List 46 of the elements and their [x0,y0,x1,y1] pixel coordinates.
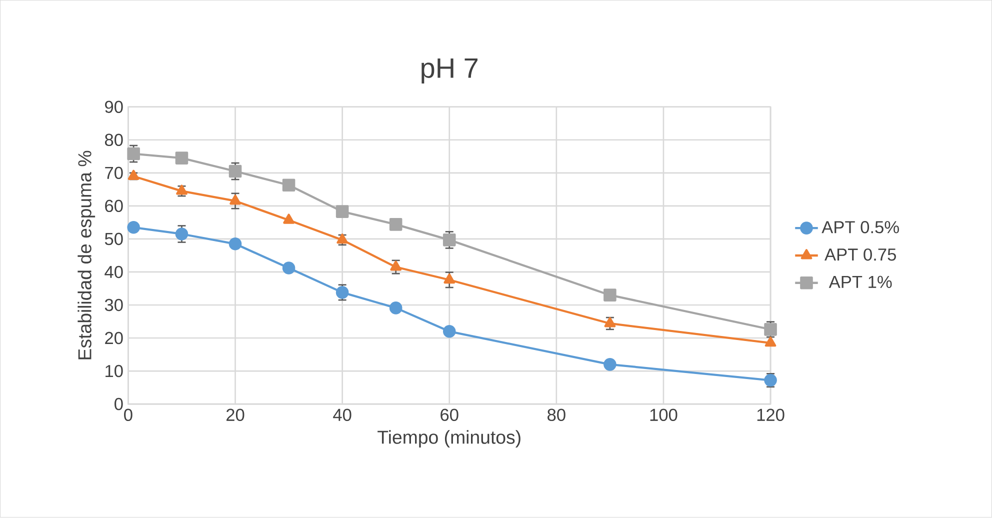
y-axis-title: Estabilidad de espuma % [78,151,96,360]
point [390,260,402,271]
y-tick-label: 60 [105,200,123,212]
x-tick-label: 20 [226,408,244,422]
x-tick-label: 120 [757,408,784,422]
x-axis-title: Tiempo (minutos) [378,430,520,448]
point [128,170,140,180]
point [444,274,456,284]
legend-label: APT 0.75 [824,248,896,261]
point [282,262,296,275]
x-tick-label: 60 [440,408,458,422]
point [389,302,402,315]
point [442,234,456,247]
point [764,336,776,347]
y-tick-label: 50 [104,233,123,246]
chart-title: pH 7 [422,58,478,84]
point [228,238,242,250]
point [230,194,241,205]
point [127,148,140,160]
point [604,288,616,302]
point [175,152,188,165]
y-tick-label: 80 [104,134,123,146]
y-tick-label: 40 [104,266,123,278]
point [604,358,616,372]
x-tick-label: 40 [333,408,352,422]
point [389,218,402,232]
y-tick-label: 0 [114,398,123,410]
y-tick-label: 30 [104,299,123,312]
y-tick-label: 70 [105,166,123,180]
legend-label: APT 0.5% [822,221,899,234]
y-tick-label: 90 [105,100,123,114]
point [175,228,188,241]
x-tick-label: 80 [548,408,566,422]
x-tick-label: 0 [124,408,132,422]
y-tick-label: 20 [105,332,123,344]
point [282,178,296,192]
legend-label: APT 1% [828,276,892,288]
point [228,165,242,178]
point [127,221,140,234]
point [336,205,349,218]
point [336,286,349,300]
y-tick-label: 10 [106,365,123,378]
point [283,214,294,224]
point [604,317,616,328]
point [442,325,456,338]
x-tick-label: 100 [650,408,678,422]
